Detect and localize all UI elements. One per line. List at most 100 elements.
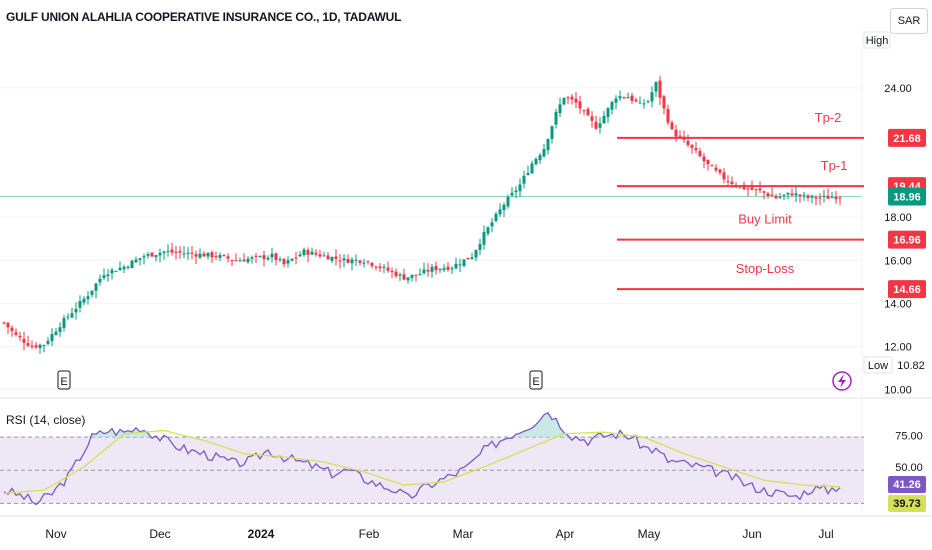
candle-body bbox=[450, 268, 454, 270]
candle-body bbox=[178, 250, 182, 253]
candle-body bbox=[366, 261, 370, 263]
candle-body bbox=[582, 110, 586, 112]
candle-body bbox=[758, 188, 762, 191]
candle-body bbox=[418, 274, 422, 276]
candle-body bbox=[414, 274, 418, 276]
candle-body bbox=[266, 257, 270, 260]
candle-body bbox=[830, 197, 834, 199]
candle-body bbox=[70, 313, 74, 318]
level-name-label: Tp-2 bbox=[815, 110, 842, 125]
time-axis-label: Nov bbox=[45, 527, 66, 541]
candle-body bbox=[302, 249, 306, 255]
candle-body bbox=[242, 259, 246, 262]
candle-body bbox=[170, 249, 174, 253]
level-price-tag bbox=[888, 128, 926, 147]
candle-body bbox=[566, 97, 570, 99]
candle-body bbox=[458, 264, 462, 266]
candle-body bbox=[214, 255, 218, 257]
candle-body bbox=[110, 269, 114, 274]
currency-button[interactable]: SAR bbox=[890, 8, 928, 34]
candle-body bbox=[250, 257, 254, 259]
candle-body bbox=[226, 256, 230, 259]
candle-body bbox=[498, 209, 502, 215]
earnings-marker-label: E bbox=[60, 376, 67, 388]
lightning-icon-glyph bbox=[838, 374, 846, 388]
candle-body bbox=[774, 195, 778, 199]
candle-body bbox=[138, 258, 142, 260]
last-price-value: 18.96 bbox=[893, 191, 921, 203]
candle-body bbox=[766, 193, 770, 197]
candle-body bbox=[54, 331, 58, 335]
candle-body bbox=[454, 263, 458, 269]
candle-body bbox=[78, 301, 82, 308]
candle-body bbox=[346, 258, 350, 263]
candle-body bbox=[706, 159, 710, 165]
candle-body bbox=[330, 257, 334, 261]
candle-body bbox=[710, 165, 714, 167]
level-name-label: Tp-1 bbox=[821, 158, 848, 173]
candle-body bbox=[14, 332, 18, 335]
price-tick-label: 12.00 bbox=[884, 341, 912, 353]
candle-body bbox=[570, 96, 574, 100]
candle-body bbox=[730, 181, 734, 185]
candle-body bbox=[358, 260, 362, 263]
candle-body bbox=[382, 266, 386, 268]
candle-body bbox=[714, 167, 718, 171]
candle-body bbox=[470, 257, 474, 259]
candle-body bbox=[778, 196, 782, 198]
candle-body bbox=[538, 155, 542, 161]
candle-body bbox=[618, 96, 622, 99]
candle-body bbox=[174, 251, 178, 253]
earnings-marker[interactable] bbox=[529, 370, 543, 390]
candle-body bbox=[438, 268, 442, 270]
candle-body bbox=[722, 172, 726, 180]
candle-body bbox=[434, 265, 438, 271]
candle-body bbox=[510, 192, 514, 196]
candle-body bbox=[814, 197, 818, 199]
candle-body bbox=[150, 252, 154, 257]
price-tick-label: 14.00 bbox=[884, 298, 912, 310]
candle-body bbox=[626, 97, 630, 99]
candle-body bbox=[650, 92, 654, 102]
candle-body bbox=[822, 195, 826, 197]
time-axis-label: May bbox=[638, 527, 661, 541]
candle-body bbox=[206, 252, 210, 257]
candle-body bbox=[574, 98, 578, 103]
candle-body bbox=[74, 308, 78, 313]
earnings-marker[interactable] bbox=[57, 370, 71, 390]
candle-body bbox=[638, 102, 642, 104]
candle-body bbox=[282, 258, 286, 265]
candle-body bbox=[354, 259, 358, 261]
candle-body bbox=[342, 258, 346, 261]
candle-body bbox=[426, 269, 430, 272]
rsi-value: 41.26 bbox=[893, 479, 921, 491]
candle-body bbox=[486, 227, 490, 234]
candle-body bbox=[838, 197, 842, 199]
candle-body bbox=[246, 258, 250, 263]
high-badge bbox=[863, 31, 891, 49]
candle-body bbox=[506, 196, 510, 207]
rsi-line bbox=[3, 412, 841, 506]
rsi-label: RSI (14, close) bbox=[6, 413, 86, 427]
price-tick-label: 16.00 bbox=[884, 255, 912, 267]
candle-body bbox=[474, 250, 478, 258]
candle-body bbox=[594, 121, 598, 129]
candle-body bbox=[642, 103, 646, 105]
candle-body bbox=[798, 194, 802, 196]
candle-body bbox=[690, 144, 694, 148]
candle-body bbox=[194, 254, 198, 257]
candle-body bbox=[90, 290, 94, 295]
candle-body bbox=[598, 123, 602, 128]
candle-body bbox=[674, 129, 678, 137]
candle-body bbox=[286, 260, 290, 264]
candle-body bbox=[530, 163, 534, 174]
candle-body bbox=[662, 96, 666, 109]
candle-body bbox=[390, 271, 394, 273]
candle-body bbox=[630, 95, 634, 101]
candle-body bbox=[238, 260, 242, 262]
candle-body bbox=[466, 257, 470, 260]
candle-body bbox=[634, 99, 638, 102]
candle-body bbox=[42, 345, 46, 347]
candle-body bbox=[818, 197, 822, 199]
